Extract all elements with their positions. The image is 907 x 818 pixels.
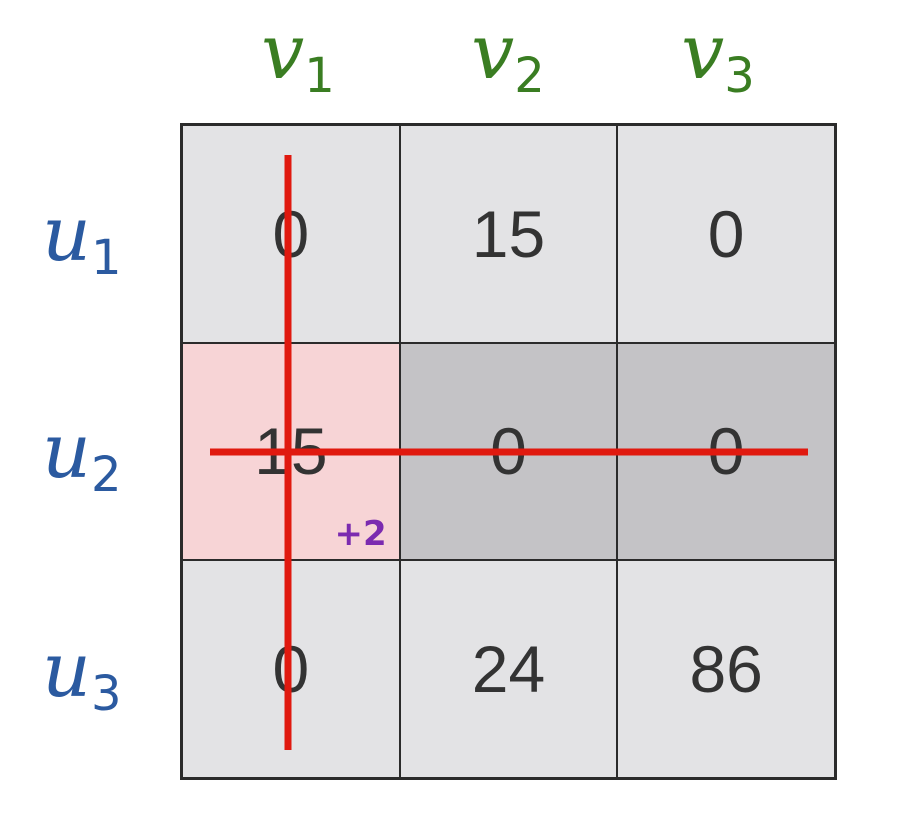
row-label-u1: u1 bbox=[42, 196, 152, 283]
row-label-u2: u2 bbox=[42, 413, 152, 500]
cell-bonus-label: +2 bbox=[334, 514, 387, 555]
column-label-index: 3 bbox=[724, 48, 755, 104]
column-label-v3: v3 bbox=[608, 14, 828, 101]
column-label-index: 2 bbox=[514, 48, 545, 104]
row-label-index: 1 bbox=[90, 230, 122, 286]
row-label-letter: u bbox=[42, 406, 91, 495]
row-label-index: 3 bbox=[90, 666, 122, 722]
column-label-letter: v bbox=[261, 7, 305, 96]
row-label-letter: u bbox=[42, 189, 91, 278]
matrix-cell-u2-v3: 0 bbox=[617, 342, 835, 561]
column-label-letter: v bbox=[471, 7, 515, 96]
cost-matrix: 0 15 0 15 +2 0 0 0 24 86 bbox=[180, 123, 837, 780]
row-label-letter: u bbox=[42, 625, 91, 714]
cell-value: 0 bbox=[707, 414, 745, 489]
cell-value: 15 bbox=[471, 196, 546, 271]
cell-value: 0 bbox=[272, 196, 310, 271]
matrix-cell-u1-v1: 0 bbox=[182, 125, 400, 343]
matrix-cell-u2-v2: 0 bbox=[399, 342, 618, 561]
matrix-cell-u3-v2: 24 bbox=[399, 560, 618, 778]
column-label-index: 1 bbox=[304, 48, 335, 104]
matrix-cell-u3-v3: 86 bbox=[617, 560, 835, 778]
cell-value: 0 bbox=[490, 414, 527, 489]
column-label-v2: v2 bbox=[398, 14, 618, 101]
cell-value: 15 bbox=[254, 414, 328, 489]
cell-value: 0 bbox=[272, 632, 310, 707]
row-label-index: 2 bbox=[90, 447, 122, 503]
cell-value: 24 bbox=[471, 632, 546, 707]
matrix-cell-u3-v1: 0 bbox=[182, 560, 400, 778]
column-label-letter: v bbox=[681, 7, 725, 96]
matrix-cell-u1-v2: 15 bbox=[399, 125, 618, 343]
column-label-v1: v1 bbox=[188, 14, 408, 101]
matrix-cell-u1-v3: 0 bbox=[617, 125, 835, 343]
matrix-cell-u2-v1: 15 +2 bbox=[182, 342, 400, 561]
row-label-u3: u3 bbox=[42, 632, 152, 719]
cell-value: 0 bbox=[707, 196, 745, 271]
cell-value: 86 bbox=[689, 632, 763, 707]
